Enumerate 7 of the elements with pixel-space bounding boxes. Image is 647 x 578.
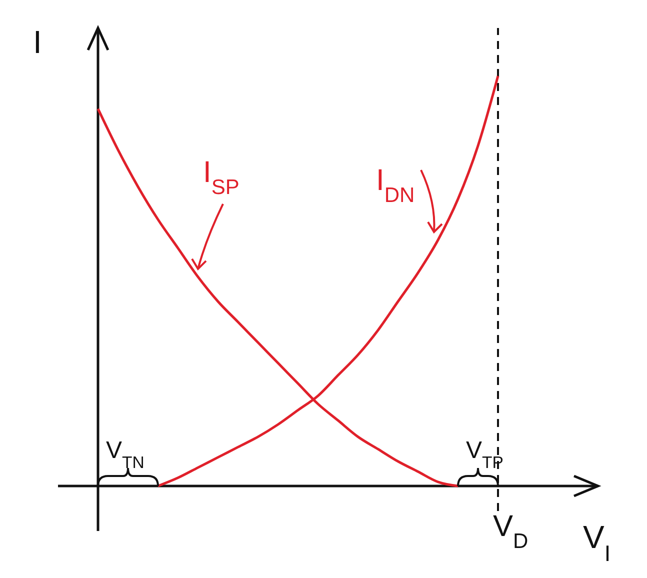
annotation: V$_{TP}$ [466, 437, 504, 472]
text: V$_{D}$ [493, 510, 528, 552]
x-axis-title: V$_{I}$ [583, 519, 611, 566]
series-label: I$_{SP}$ [203, 156, 240, 198]
annotation: V$_{TN}$ [106, 437, 144, 472]
y-axis-title: I [33, 24, 42, 60]
legend-label: I$_{DN}$ [376, 164, 415, 206]
